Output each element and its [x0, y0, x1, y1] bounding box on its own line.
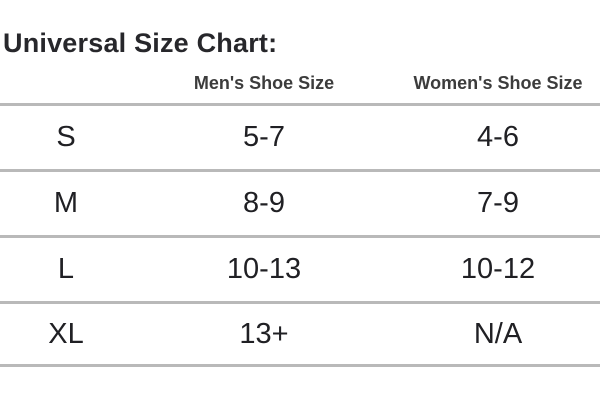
size-cell: XL: [48, 317, 84, 350]
size-cell: M: [53, 187, 79, 219]
size-cell: L: [57, 253, 75, 285]
mens-cell: 5-7: [243, 121, 285, 153]
womens-cell: 7-9: [477, 187, 519, 219]
size-chart-table: Men's Shoe Size Women's Shoe Size S 5-7 …: [0, 37, 600, 367]
size-cell: S: [56, 121, 76, 153]
table-row-m: M 8-9 7-9: [0, 169, 600, 235]
table-row-xl: XL 13+ N/A: [0, 301, 600, 367]
mens-cell: 13+: [239, 317, 289, 350]
mens-cell: 10-13: [226, 253, 302, 285]
womens-cell: 10-12: [460, 253, 536, 285]
header-womens-shoe-size: Women's Shoe Size: [413, 73, 583, 93]
womens-cell: 4-6: [477, 121, 519, 153]
header-mens-shoe-size: Men's Shoe Size: [193, 73, 335, 93]
page-title: Universal Size Chart:: [3, 28, 278, 59]
mens-cell: 8-9: [243, 187, 285, 219]
table-row-l: L 10-13 10-12: [0, 235, 600, 301]
womens-cell: N/A: [473, 317, 523, 350]
table-row-s: S 5-7 4-6: [0, 103, 600, 169]
table-header-row: Men's Shoe Size Women's Shoe Size: [0, 37, 600, 103]
